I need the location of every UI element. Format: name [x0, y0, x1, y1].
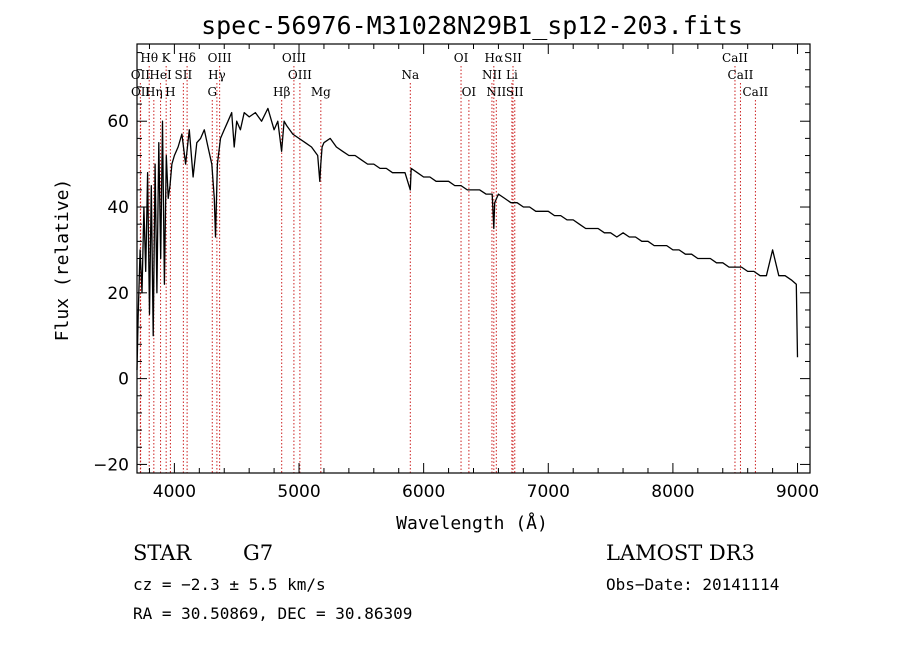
y-tick-label: 20: [107, 284, 129, 304]
y-axis-label: Flux (relative): [52, 179, 73, 342]
y-tick-label: 0: [118, 370, 129, 390]
survey-name: LAMOST DR3: [606, 541, 755, 565]
y-tick-label: −20: [93, 455, 129, 475]
x-tick-label: 8000: [651, 482, 694, 502]
x-tick-label: 6000: [402, 482, 445, 502]
line-label: SII: [504, 51, 522, 65]
x-axis-label: Wavelength (Å): [396, 512, 548, 534]
line-label: Mg: [311, 85, 331, 99]
line-label: OII: [131, 68, 151, 82]
line-label: OII: [131, 85, 151, 99]
line-label: Hγ: [208, 68, 226, 82]
x-tick-label: 4000: [153, 482, 196, 502]
line-label: G: [207, 85, 217, 99]
line-label: Hθ: [140, 51, 158, 65]
observation-date: Obs−Date: 20141114: [606, 575, 779, 594]
line-label: SII: [506, 85, 524, 99]
line-label: NII: [482, 68, 502, 82]
x-tick-label: 7000: [527, 482, 570, 502]
line-label: CaII: [722, 51, 748, 65]
spectrum-line: [136, 107, 799, 371]
line-label: CaII: [742, 85, 768, 99]
line-label: K: [162, 51, 172, 65]
object-subclass: G7: [243, 541, 273, 565]
line-label: OIII: [288, 68, 312, 82]
line-label: OIII: [282, 51, 306, 65]
line-label: Li: [506, 68, 518, 82]
line-label: Hα: [485, 51, 504, 65]
redshift-cz: cz = −2.3 ± 5.5 km/s: [133, 575, 326, 594]
line-label: OI: [454, 51, 469, 65]
line-label: CaII: [728, 68, 754, 82]
line-label: Na: [401, 68, 419, 82]
y-tick-label: 60: [107, 112, 129, 132]
line-label: HeI: [149, 68, 172, 82]
object-class: STAR: [133, 541, 192, 565]
line-label: SII: [175, 68, 193, 82]
x-tick-label: 9000: [776, 482, 819, 502]
line-label: H: [165, 85, 175, 99]
ra-dec: RA = 30.50869, DEC = 30.86309: [133, 604, 412, 623]
y-tick-label: 40: [107, 198, 129, 218]
line-label: OIII: [208, 51, 232, 65]
chart-title: spec-56976-M31028N29B1_sp12-203.fits: [201, 11, 743, 40]
line-label: Hδ: [178, 51, 196, 65]
line-label: OI: [462, 85, 477, 99]
x-tick-label: 5000: [277, 482, 320, 502]
line-label: NII: [486, 85, 506, 99]
line-label: Hη: [145, 85, 163, 99]
line-label: Hβ: [273, 85, 290, 99]
axis-ticks: 4000 5000 6000 7000 8000 9000 −20 0 20 40 60: [93, 44, 819, 502]
